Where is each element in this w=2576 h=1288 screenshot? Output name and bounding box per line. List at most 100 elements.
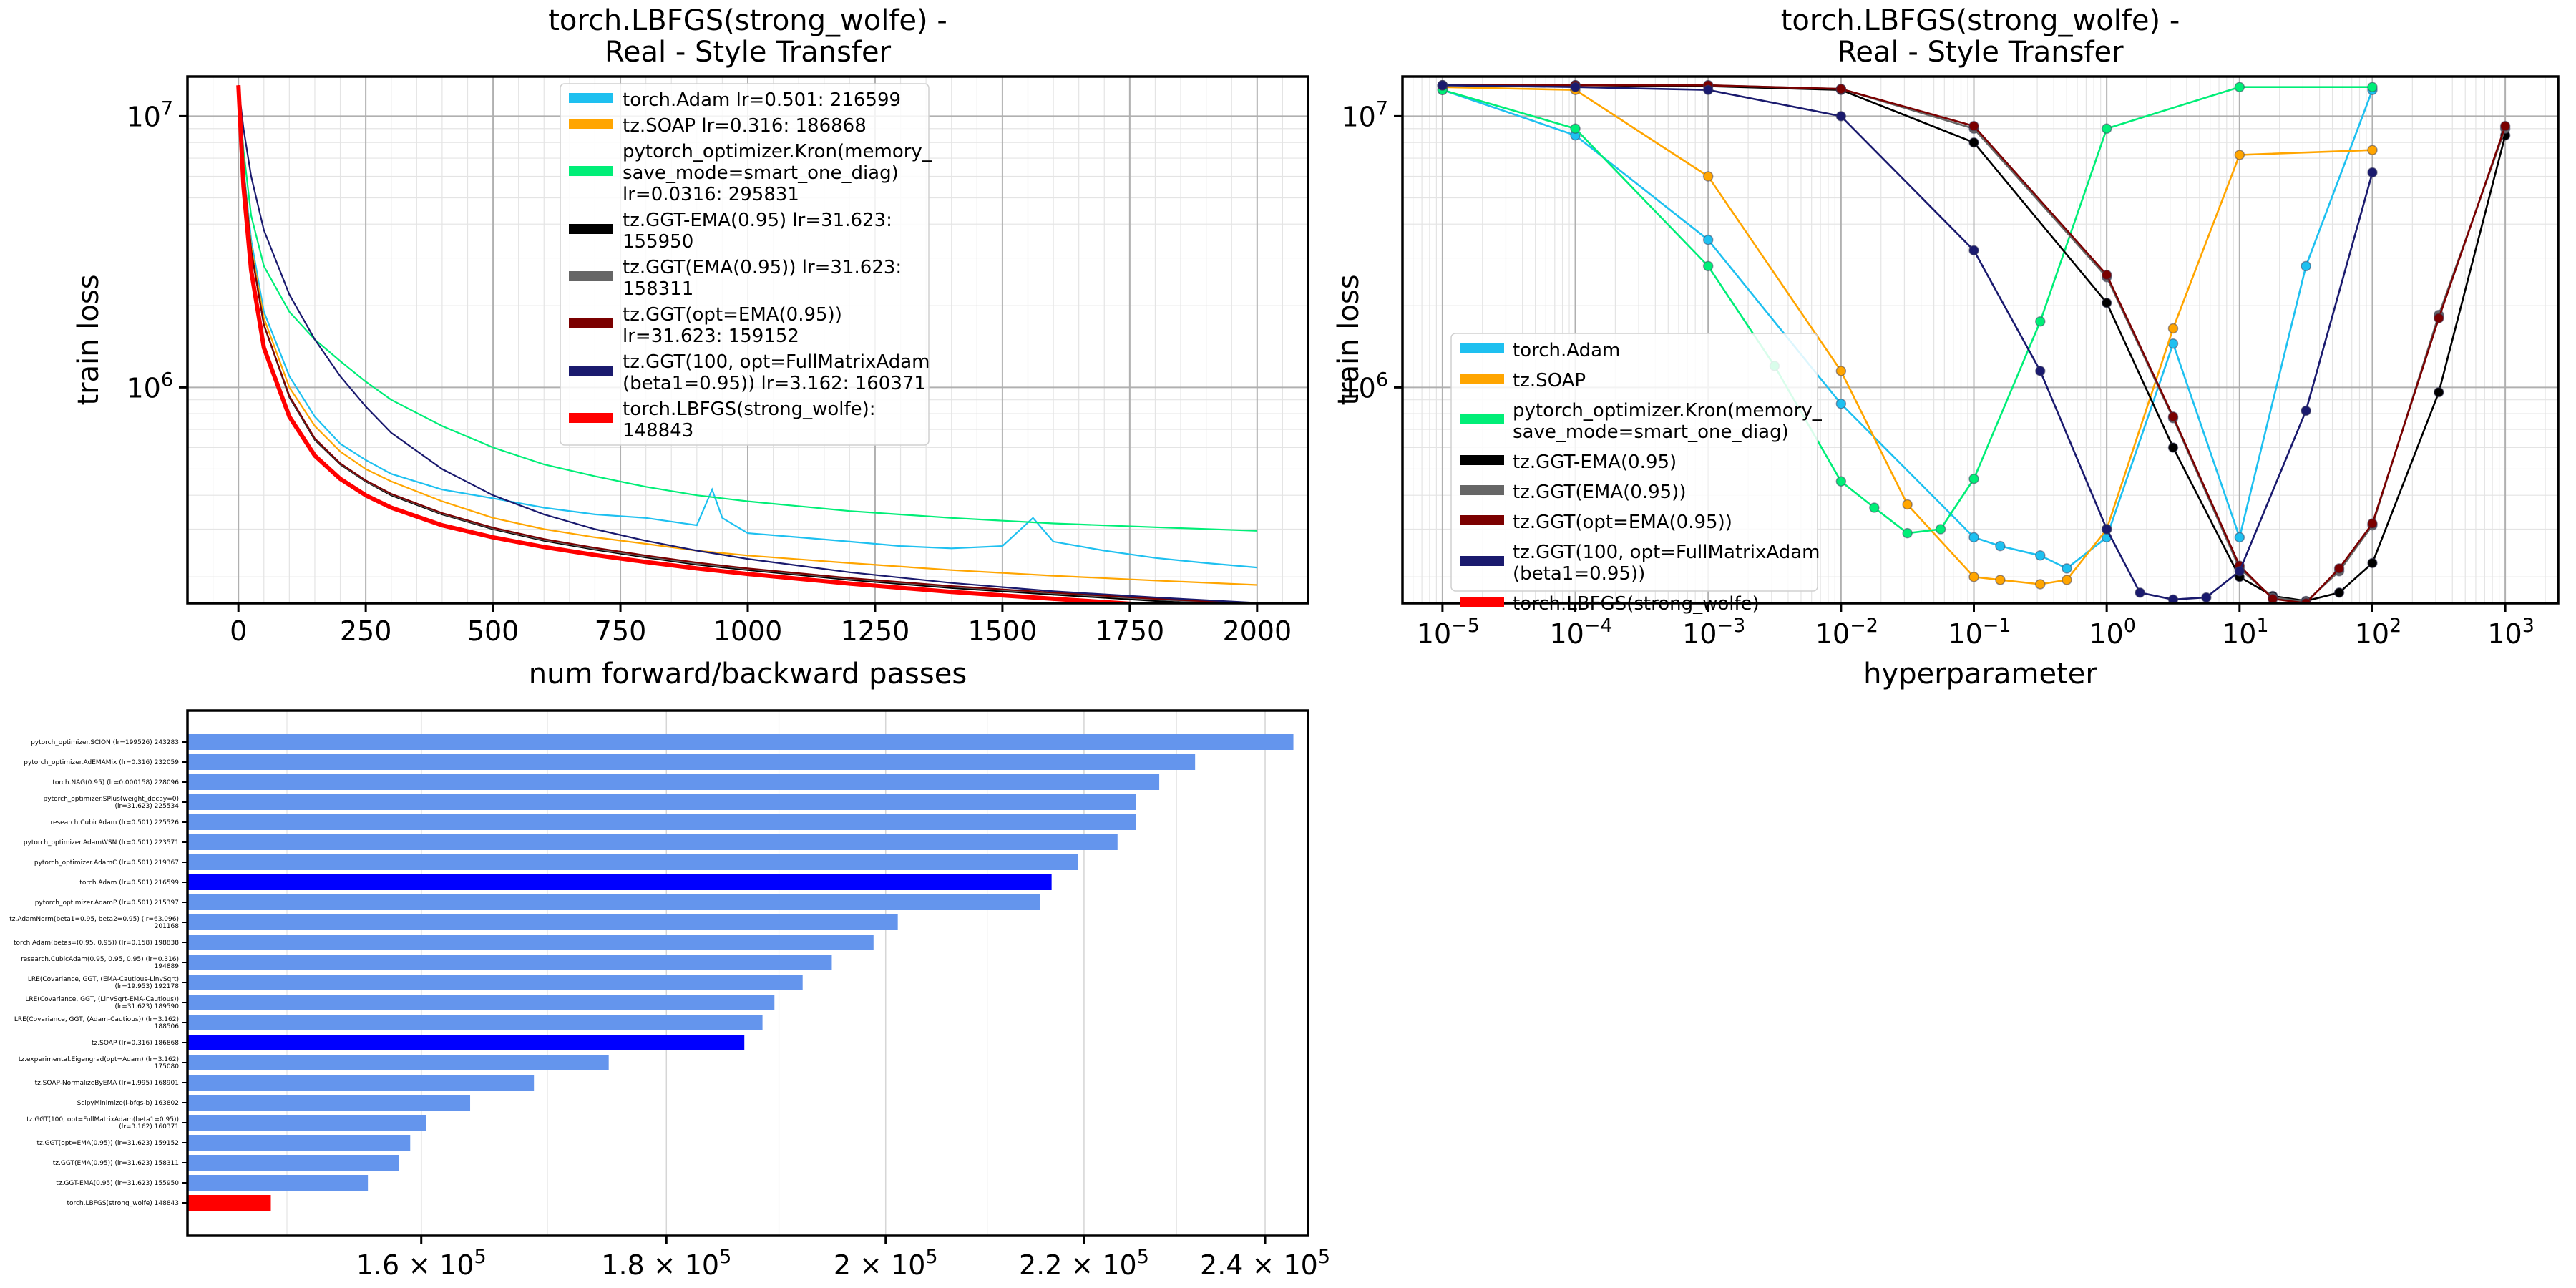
- series-point: [1902, 499, 1913, 510]
- legend: torch.Adam tz.SOAP pytorch_optimizer.Kron(…: [1450, 333, 1823, 615]
- bar-label: pytorch_optimizer.AdamC (lr=0.501) 21936…: [34, 859, 179, 867]
- bar: [187, 914, 898, 930]
- legend-entry: tz.GGT(opt=EMA(0.95)): [1513, 512, 1732, 533]
- bar: [187, 995, 775, 1010]
- series-line: [238, 85, 1257, 603]
- series-point: [2234, 82, 2245, 92]
- legend-swatch: [1460, 455, 1504, 465]
- legend-swatch: [569, 166, 613, 176]
- series-point: [2167, 323, 2179, 334]
- series-point: [2062, 575, 2072, 585]
- bar-label: pytorch_optimizer.SPlus(weight_decay=0): [44, 796, 179, 803]
- series-point: [1995, 540, 2006, 552]
- series-point: [1702, 260, 1714, 272]
- bar-label: ScipyMinimize(l-bfgs-b) 163802: [77, 1100, 179, 1107]
- plot-frame: [186, 75, 1309, 605]
- series-point: [1437, 79, 1448, 91]
- legend-entry: pytorch_optimizer.Kron(memory_: [623, 141, 932, 162]
- bar: [187, 794, 1136, 810]
- bar: [187, 894, 1040, 910]
- series-point: [2167, 442, 2179, 453]
- x-tick-label: 102: [2355, 615, 2402, 650]
- x-tick-label: 2 × 105: [834, 1246, 938, 1281]
- bar-label: LRE(Covariance, GGT, (LinvSqrt-EMA-Cauti…: [25, 996, 179, 1003]
- bar: [187, 754, 1196, 770]
- series-line: [236, 85, 1155, 603]
- x-axis-label: num forward/backward passes: [529, 658, 967, 691]
- bar-label: 188506: [155, 1023, 180, 1030]
- legend-swatch: [569, 119, 613, 129]
- series-point: [2035, 316, 2046, 327]
- bar-label: torch.Adam(betas=(0.95, 0.95)) (lr=0.158…: [14, 940, 179, 947]
- series-point: [1570, 123, 1581, 134]
- bar: [187, 935, 874, 950]
- x-tick-label: 1.6 × 105: [356, 1246, 487, 1281]
- series-point: [2135, 587, 2145, 598]
- legend-swatch: [569, 271, 613, 281]
- bar-label: research.CubicAdam (lr=0.501) 225526: [50, 819, 179, 826]
- series-point: [1835, 366, 1847, 376]
- bar-label: tz.GGT-EMA(0.95) (lr=31.623) 155950: [56, 1180, 179, 1187]
- bar: [187, 1195, 271, 1211]
- y-tick-label: 106: [126, 369, 173, 404]
- bar-label: LRE(Covariance, GGT, (Adam-Cautious)) (l…: [14, 1016, 179, 1023]
- bar: [187, 1015, 763, 1030]
- bar: [187, 1095, 471, 1111]
- x-tick-label: 10−1: [1948, 615, 2011, 650]
- x-tick-label: 1500: [968, 615, 1038, 647]
- series-point: [1570, 82, 1581, 92]
- series-point: [2101, 297, 2112, 308]
- series-point: [2434, 313, 2444, 323]
- series-point: [2367, 518, 2378, 529]
- bar-label: (lr=3.162) 160371: [119, 1123, 179, 1131]
- x-tick-label: 10−5: [1417, 615, 1480, 650]
- series-point: [2367, 82, 2378, 92]
- legend-swatch: [569, 413, 613, 423]
- series-point: [2234, 565, 2245, 577]
- series-point: [2062, 563, 2072, 574]
- series-line: [1442, 84, 2507, 603]
- y-axis-label: train loss: [72, 274, 105, 405]
- legend-entry: tz.SOAP lr=0.316: 186868: [623, 115, 867, 137]
- bar: [187, 955, 832, 970]
- x-tick-label: 1000: [713, 615, 783, 647]
- bar-label: 201168: [155, 923, 180, 930]
- series-point: [2301, 405, 2311, 416]
- bar-label: torch.LBFGS(strong_wolfe) 148843: [67, 1200, 179, 1207]
- series-point: [2234, 532, 2245, 543]
- bar: [187, 854, 1078, 870]
- bar-label: research.CubicAdam(0.95, 0.95, 0.95) (lr…: [21, 956, 179, 963]
- series-point: [2167, 594, 2179, 603]
- y-axis-label: train loss: [1332, 274, 1365, 405]
- bar-label: torch.NAG(0.95) (lr=0.000158) 228096: [52, 779, 179, 786]
- series-point: [1968, 245, 1979, 256]
- bar-label: (lr=31.623) 189590: [115, 1003, 180, 1010]
- series-line: [238, 85, 1257, 532]
- x-tick-label: 500: [467, 615, 519, 647]
- series-point: [1995, 575, 2006, 585]
- legend-swatch: [569, 366, 613, 376]
- x-tick-label: 100: [2089, 615, 2136, 650]
- series-point: [1835, 476, 1847, 487]
- legend-entry: 155950: [623, 231, 693, 253]
- legend-entry: tz.GGT(EMA(0.95)) lr=31.623:: [623, 257, 902, 278]
- bar-label: (lr=31.623) 225534: [115, 803, 180, 810]
- plot-frame: [186, 709, 1309, 1237]
- bar: [187, 774, 1160, 790]
- bar: [187, 734, 1294, 750]
- bar: [187, 874, 1052, 890]
- legend-entry: torch.Adam: [1513, 340, 1620, 361]
- bar-label: LRE(Covariance, GGT, (EMA-Cautious-LinvS…: [28, 976, 179, 983]
- series-point: [2499, 120, 2511, 132]
- chart-title: torch.LBFGS(strong_wolfe) -: [548, 4, 947, 37]
- legend-entry: save_mode=smart_one_diag): [623, 162, 899, 184]
- legend-swatch: [1460, 343, 1504, 353]
- y-tick-label: 106: [1341, 369, 1388, 404]
- legend-swatch: [1460, 485, 1504, 495]
- legend-entry: (beta1=0.95)): [1513, 563, 1645, 585]
- series-point: [1835, 111, 1847, 122]
- bar-label: (lr=19.953) 192178: [115, 983, 180, 990]
- legend-entry: tz.GGT(100, opt=FullMatrixAdam: [1513, 542, 1820, 563]
- x-tick-label: 101: [2222, 615, 2269, 650]
- bar-label: 194889: [155, 963, 180, 970]
